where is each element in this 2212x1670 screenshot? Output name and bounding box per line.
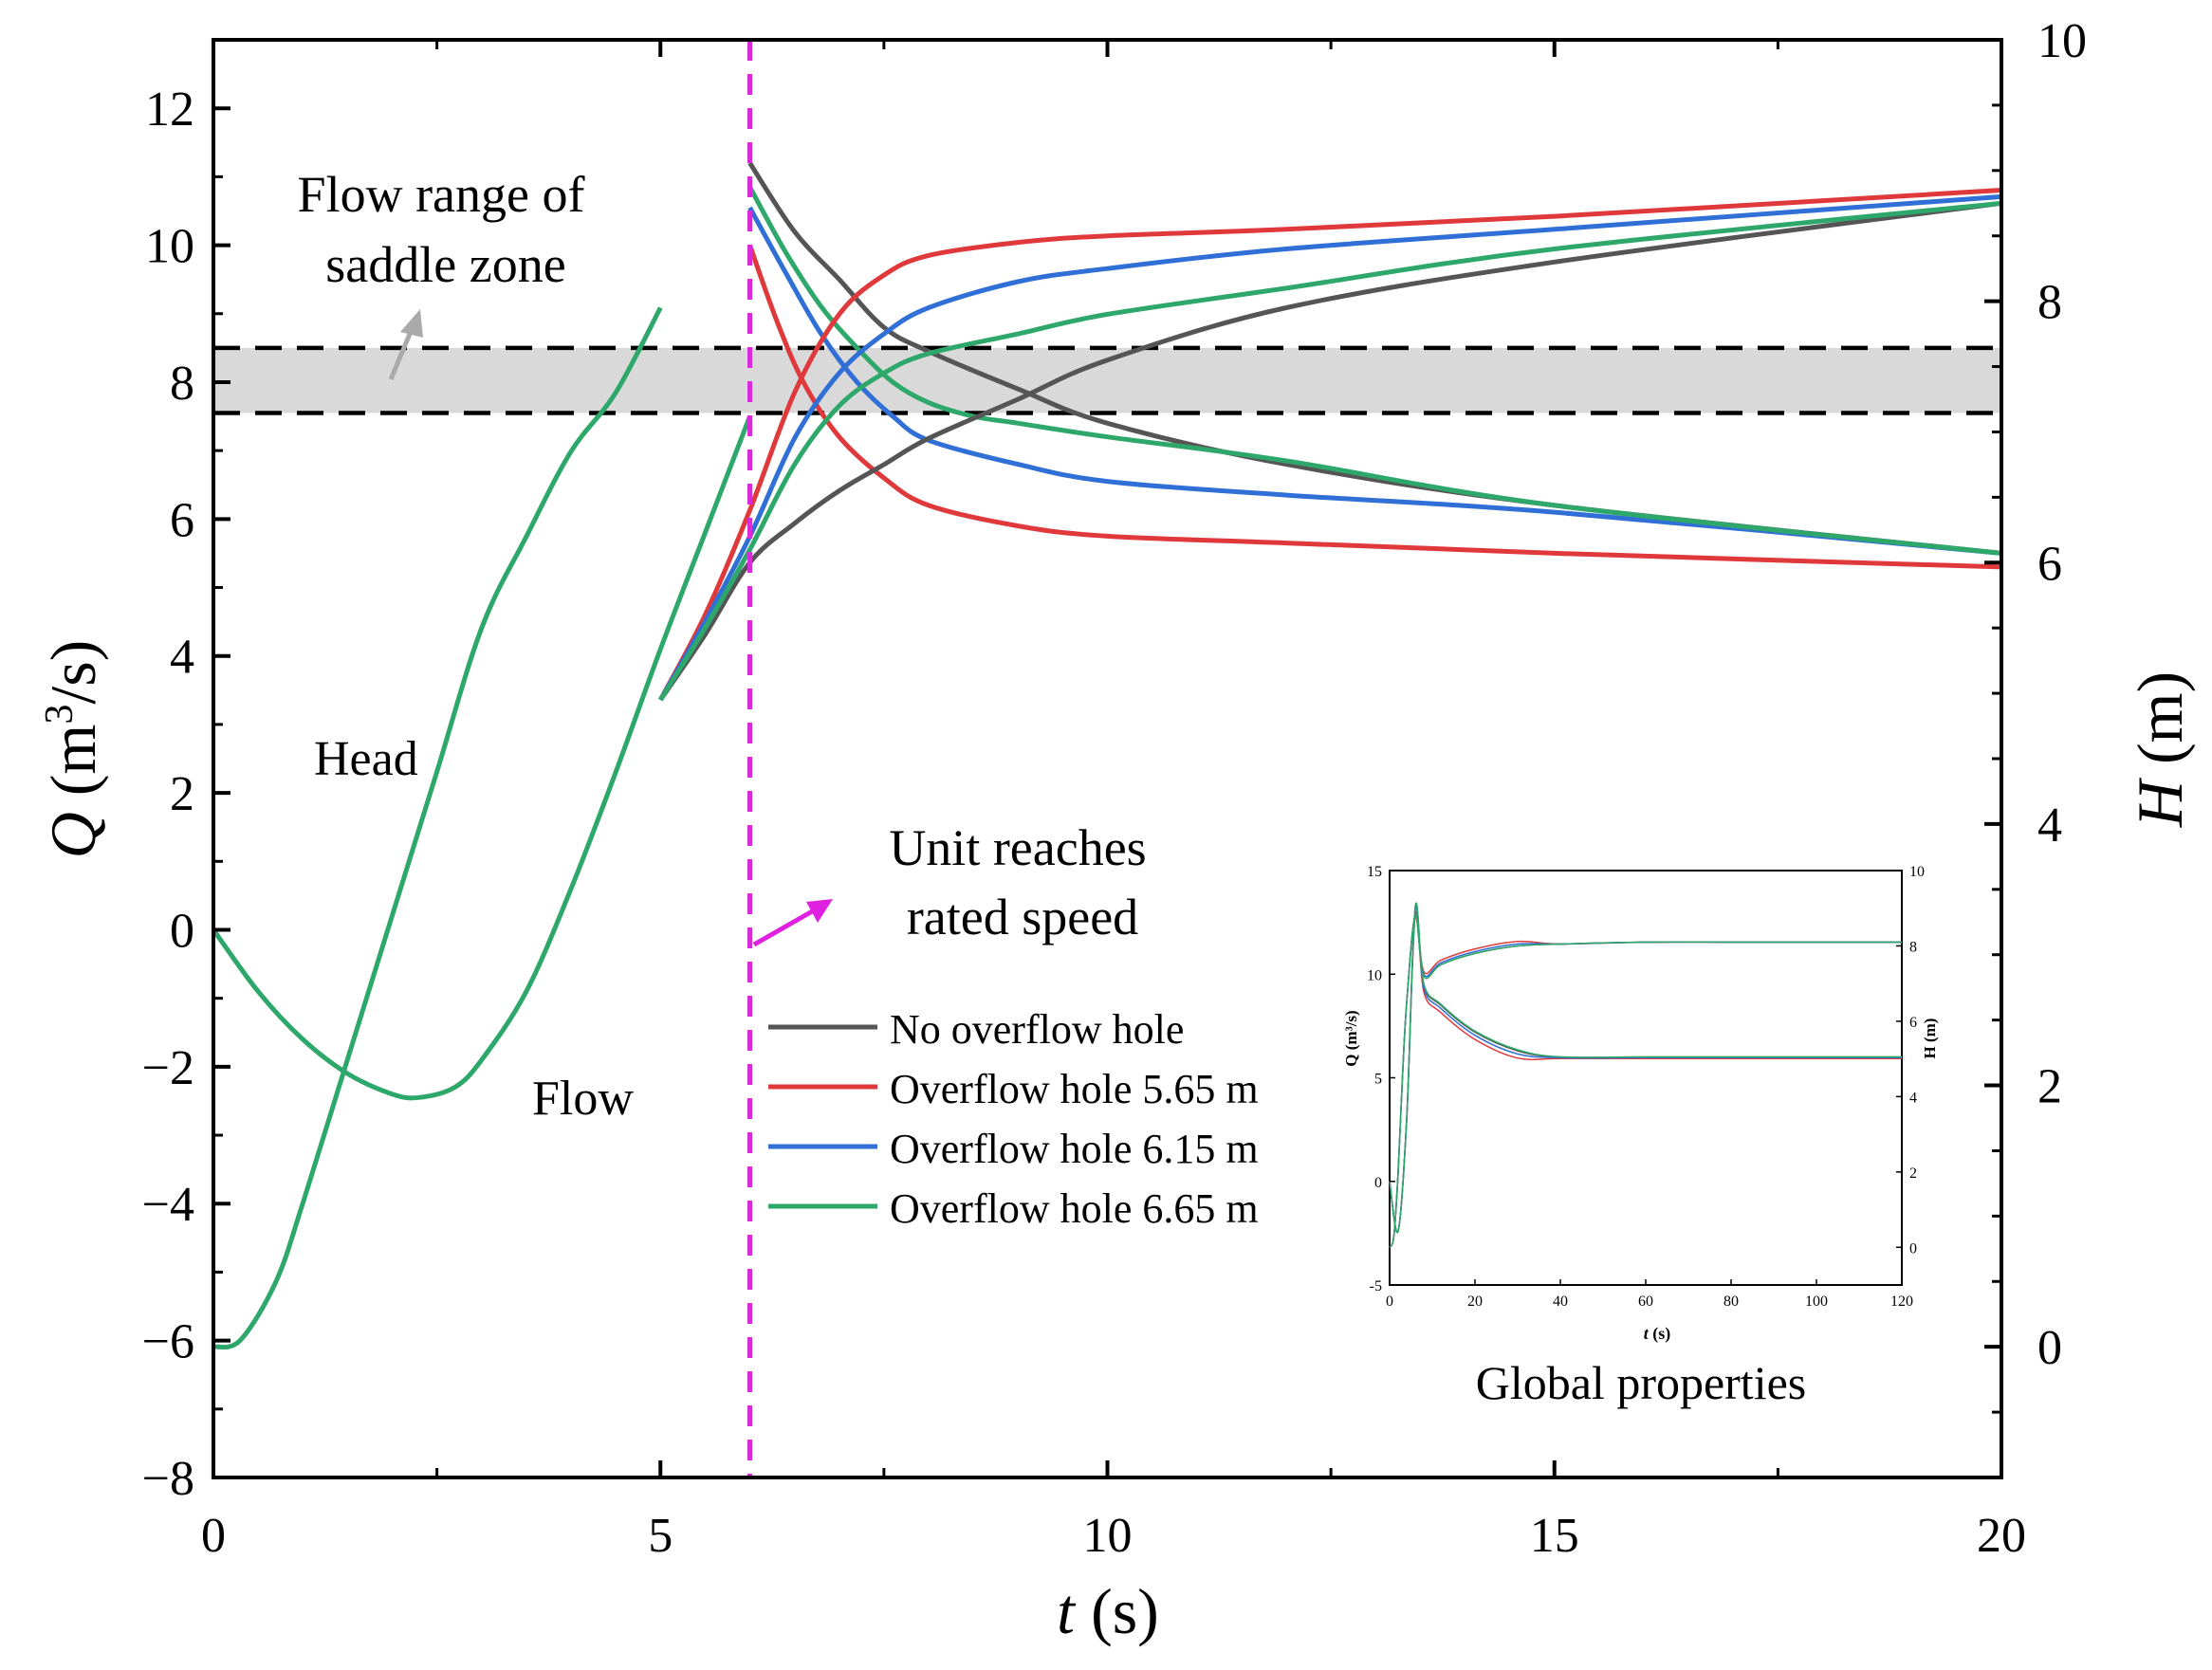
y-left-axis-title: Q (m3/s) (37, 640, 109, 859)
flow-curve-overflow-hole-6-15-m (747, 206, 2002, 556)
head-label: Head (314, 732, 418, 786)
y-right-tick-label: 10 (2037, 14, 2087, 68)
inset-head-curve (1389, 914, 1902, 1248)
head-curve-overflow-hole-6-15-m (658, 193, 2002, 702)
inset-y-left-tick-label: 15 (1367, 864, 1382, 880)
inset-x-tick-label: 20 (1467, 1294, 1483, 1310)
inset-head-curve (1389, 914, 1902, 1248)
inset-y-left-tick-label: 5 (1374, 1072, 1382, 1088)
inset-flow-curve (1389, 902, 1902, 1234)
inset-y-right-tick-label: 0 (1909, 1240, 1917, 1257)
legend: No overflow hole Overflow hole 5.65 m Over… (768, 1006, 1259, 1232)
x-tick-label: 15 (1530, 1509, 1579, 1563)
y-left-tick-label: 6 (170, 493, 194, 547)
saddle-zone-arrow (388, 309, 423, 380)
rated-speed-label-line1: Unit reaches (889, 819, 1146, 876)
y-left-tick-label: 2 (170, 767, 194, 821)
inset-caption: Global properties (1476, 1356, 1807, 1409)
x-tick-label: 20 (1977, 1509, 2026, 1563)
flow-curve-overflow-hole-5-65-m (747, 244, 2002, 570)
y-right-tick-label: 2 (2037, 1060, 2062, 1114)
legend-label: Overflow hole 5.65 m (890, 1066, 1259, 1112)
y-left-tick-label: 10 (145, 220, 194, 274)
inset-y-right-title: H (m) (1921, 1019, 1939, 1059)
x-tick-label: 5 (648, 1509, 673, 1563)
inset-x-tick-label: 60 (1638, 1294, 1653, 1310)
y-left-tick-label: −6 (142, 1315, 194, 1369)
y-left-tick-label: −8 (142, 1452, 194, 1506)
saddle-zone-label-line1: Flow range of (298, 166, 585, 223)
inset-x-tick-label: 100 (1805, 1294, 1828, 1310)
inset-x-axis-title: t (s) (1644, 1324, 1671, 1344)
legend-label: Overflow hole 6.65 m (890, 1185, 1259, 1232)
inset-x-tick-label: 0 (1386, 1294, 1393, 1310)
y-left-tick-label: 4 (170, 631, 194, 685)
rated-speed-label-line2: rated speed (907, 889, 1138, 945)
y-left-tick-label: 0 (170, 904, 194, 958)
inset-frame (1389, 870, 1903, 1286)
inset-head-curve (1389, 914, 1902, 1248)
inset-x-tick-label: 40 (1553, 1294, 1568, 1310)
legend-label: No overflow hole (890, 1006, 1184, 1053)
head-curve-overflow-hole-5-65-m (658, 188, 2002, 702)
flow-curve-overflow-hole-6-65-m (747, 185, 2002, 556)
inset-y-left-title: Q (m³/s) (1342, 1010, 1360, 1066)
inset-y-right-tick-label: 10 (1909, 864, 1925, 880)
y-right-tick-label: 4 (2037, 798, 2062, 853)
inset-y-left-tick-label: 0 (1374, 1175, 1382, 1191)
y-left-tick-label: −4 (142, 1178, 194, 1232)
rated-speed-arrow (752, 899, 833, 947)
inset-y-right-tick-label: 6 (1909, 1015, 1917, 1031)
inset-y-right-tick-label: 8 (1909, 939, 1917, 955)
inset-y-right-tick-label: 4 (1909, 1090, 1917, 1106)
y-left-tick-label: 12 (145, 83, 194, 137)
x-axis-title: t (s) (1057, 1575, 1159, 1647)
head-curve-common (212, 306, 663, 1350)
x-tick-label: 0 (201, 1509, 226, 1563)
inset-flow-curve (1389, 910, 1902, 1234)
flow-curve-common (211, 415, 752, 1101)
y-left-tick-label: −2 (142, 1041, 194, 1095)
y-left-tick-label: 8 (170, 357, 194, 411)
saddle-zone-label-line2: saddle zone (325, 236, 565, 293)
inset-y-right-tick-label: 2 (1909, 1165, 1917, 1182)
head-curve-no-overflow-hole (658, 200, 2002, 702)
inset-x-tick-label: 80 (1724, 1294, 1739, 1310)
y-right-tick-label: 8 (2037, 276, 2062, 330)
y-right-tick-label: 6 (2037, 537, 2062, 591)
x-tick-label: 10 (1083, 1509, 1133, 1563)
inset-y-left-tick-label: -5 (1370, 1278, 1382, 1294)
inset-y-left-tick-label: 10 (1367, 967, 1382, 983)
y-right-axis-title: H (m) (2124, 671, 2196, 828)
legend-label: Overflow hole 6.15 m (890, 1126, 1259, 1172)
inset-head-curve (1389, 914, 1902, 1248)
inset-x-tick-label: 120 (1890, 1294, 1913, 1310)
flow-label: Flow (532, 1072, 634, 1126)
head-curve-overflow-hole-6-65-m (658, 200, 2002, 702)
y-right-tick-label: 0 (2037, 1321, 2062, 1375)
